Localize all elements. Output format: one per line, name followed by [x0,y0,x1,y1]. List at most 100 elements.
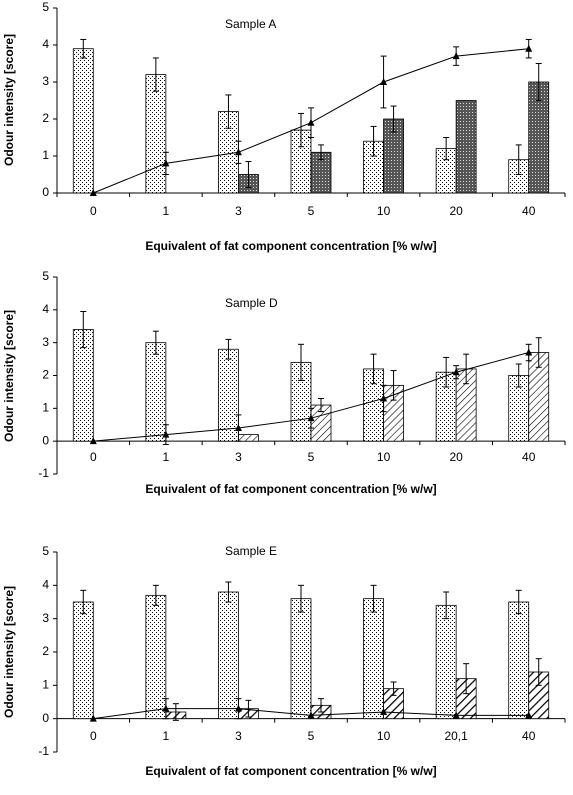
marker [380,394,388,402]
y-tick-label: 1 [42,401,49,415]
x-tick-label: 20 [449,450,463,464]
error-bar [370,584,377,613]
y-tick-label: 5 [42,269,49,283]
bar [145,74,167,194]
error-bar [225,581,232,603]
marker [452,52,460,60]
y-tick-label: -1 [38,744,49,758]
chart-title: Sample A [225,17,276,31]
error-bar [80,38,87,59]
x-tick-label: 3 [235,450,242,464]
bar [508,601,530,720]
error-bar [80,310,87,349]
error-bar [298,343,304,381]
x-tick-label: 10 [377,204,391,218]
marker [234,424,242,432]
error-bar [443,591,450,620]
y-tick-label: 2 [42,111,49,125]
marker [452,368,460,376]
y-tick-label: 1 [42,678,49,692]
error-bar [152,330,159,355]
marker [307,711,315,719]
error-bar [245,699,252,718]
y-tick-label: 0 [42,711,49,725]
error-bar [318,397,324,413]
y-tick-label: 0 [42,185,49,199]
marker [380,708,388,715]
error-bar [443,356,450,388]
marker [89,714,97,722]
error-bar [225,94,232,129]
y-tick-label: 3 [42,611,49,625]
x-tick-label: 40 [522,450,536,464]
marker [525,711,533,719]
marker [89,189,97,196]
error-bar [172,703,179,721]
error-bar [298,112,304,148]
marker [525,348,533,356]
x-tick-label: 20,1 [444,729,468,743]
y-axis-title: Odour intensity [score] [2,586,16,718]
x-tick-label: 10 [377,450,391,464]
bar [218,591,239,720]
y-tick-label: 1 [42,148,49,162]
bar [145,342,167,442]
x-axis-title: Equivalent of fat component concentratio… [145,764,436,778]
x-tick-label: 0 [90,450,97,464]
y-axis-title: Odour intensity [score] [2,34,16,166]
marker [380,78,388,85]
marker [307,118,315,126]
error-bar [535,63,542,101]
error-bar [535,337,542,368]
error-bar [152,57,159,92]
marker [162,430,170,438]
y-tick-label: -1 [38,466,49,480]
error-bar [370,125,377,157]
error-bar [463,663,470,695]
y-tick-label: 5 [42,544,49,558]
error-bar [152,584,159,606]
y-tick-label: 3 [42,74,49,88]
x-tick-label: 0 [90,729,97,743]
chart-panel: Sample A Equivalent of fat component conc… [2,0,566,253]
x-tick-label: 40 [522,729,536,743]
error-bar [318,698,324,713]
x-axis-title: Equivalent of fat component concentratio… [145,239,436,253]
chart-title: Sample E [225,544,277,558]
x-tick-label: 5 [308,729,315,743]
bar [455,100,477,194]
marker [162,704,170,712]
x-tick-label: 0 [90,204,97,218]
error-bar [318,144,324,161]
y-tick-label: 3 [42,335,49,349]
x-tick-label: 10 [377,729,391,743]
marker [89,437,97,445]
error-bar [298,584,304,613]
y-tick-label: 4 [42,578,49,592]
error-bar [80,589,87,615]
bar [72,601,94,720]
x-axis-title: Equivalent of fat component concentratio… [145,482,436,496]
error-bar [443,137,450,161]
marker [525,44,533,52]
x-tick-label: 1 [163,204,170,218]
x-tick-label: 3 [235,729,242,743]
x-tick-label: 3 [235,204,242,218]
y-tick-label: 2 [42,644,49,658]
x-tick-label: 40 [522,204,536,218]
y-tick-label: 4 [42,302,49,316]
chart-panel: Sample D Equivalent of fat component conc… [2,269,566,496]
error-bar [245,161,252,188]
bar [72,48,94,194]
marker [307,414,315,422]
x-tick-label: 1 [163,729,170,743]
error-bar [535,658,542,686]
y-tick-label: 4 [42,37,49,51]
error-bar [225,338,232,360]
bar [290,598,312,720]
bar [435,604,457,720]
marker [234,704,242,712]
error-bar [515,589,522,615]
error-bar [390,681,397,696]
